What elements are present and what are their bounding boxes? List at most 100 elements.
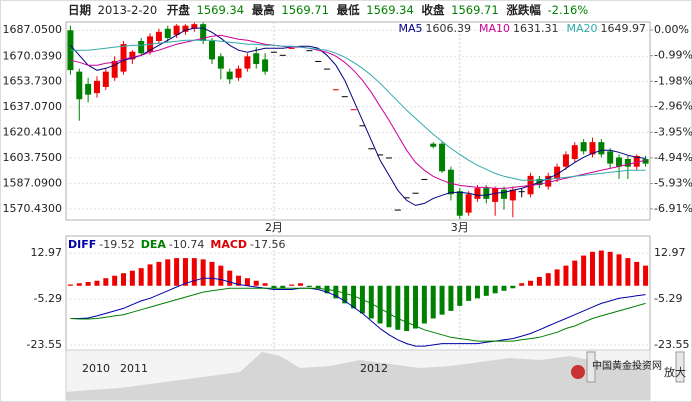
- macd-bar: [191, 258, 197, 286]
- header-value: 1569.71: [451, 3, 499, 17]
- legend-value: -17.56: [250, 238, 285, 251]
- macd-bar: [165, 259, 171, 286]
- candle-body: [102, 71, 109, 87]
- y2-tick-label: -1.98%: [654, 74, 692, 87]
- candle-body: [200, 24, 207, 42]
- macd-bar: [156, 261, 162, 286]
- watermark: 中国黄金投资网: [592, 359, 662, 372]
- candle-body: [368, 148, 375, 150]
- candle-body: [465, 194, 472, 213]
- candle-body: [129, 51, 136, 60]
- macd-bar: [244, 278, 250, 286]
- y2-tick-label: 12.97: [654, 246, 686, 259]
- macd-bar: [85, 281, 91, 286]
- macd-bar: [501, 285, 507, 291]
- candle-body: [155, 31, 162, 42]
- y2-tick-label: -23.55: [654, 338, 689, 351]
- candle-body: [616, 157, 623, 167]
- candle-body: [111, 60, 118, 78]
- macd-line: [70, 277, 646, 347]
- candle-body: [262, 59, 269, 72]
- candle-body: [642, 159, 649, 164]
- legend-value: 1649.97: [601, 22, 647, 35]
- macd-bar: [262, 283, 268, 286]
- header-date: 2013-2-20: [98, 3, 158, 17]
- macd-bar: [306, 285, 312, 288]
- zoom-button[interactable]: 放大: [664, 365, 686, 379]
- macd-bar: [76, 283, 82, 286]
- y-tick-label: 1587.0900: [3, 176, 63, 189]
- macd-bar: [377, 285, 383, 324]
- macd-bar: [466, 285, 472, 301]
- candle-body: [562, 154, 569, 167]
- macd-bar: [342, 285, 348, 304]
- macd-bar: [333, 285, 339, 299]
- header-label: 涨跌幅: [506, 3, 541, 17]
- header-label: 收盘: [421, 3, 444, 17]
- candle-body: [217, 56, 224, 69]
- macd-bar: [616, 254, 622, 286]
- macd-bar: [121, 273, 127, 286]
- macd-bar: [572, 260, 578, 286]
- candle-body: [324, 68, 331, 70]
- macd-bar: [297, 283, 303, 286]
- macd-bar: [492, 285, 498, 294]
- macd-bar: [528, 280, 534, 286]
- macd-bar: [174, 258, 180, 286]
- macd-bar: [67, 284, 73, 286]
- y-tick-label: 12.97: [31, 246, 63, 259]
- macd-bar: [209, 261, 215, 286]
- macd-bar: [536, 276, 542, 286]
- candle-body: [332, 89, 339, 91]
- y2-tick-label: -5.29: [654, 292, 682, 305]
- candle-body: [439, 143, 446, 172]
- main-plot-frame: [65, 21, 651, 221]
- macd-bar: [510, 285, 516, 289]
- candle-body: [598, 142, 605, 155]
- macd-bar: [430, 285, 436, 319]
- macd-bar: [404, 285, 410, 332]
- macd-bar: [598, 250, 604, 286]
- navigator-handle[interactable]: [586, 351, 596, 383]
- candle-body: [244, 56, 251, 69]
- navigator-handle[interactable]: [675, 351, 685, 383]
- candle-body: [456, 191, 463, 216]
- candle-body: [518, 191, 525, 193]
- macd-bar: [200, 259, 206, 286]
- y2-tick-label: -5.93%: [654, 177, 692, 190]
- legend-name: MACD: [210, 238, 247, 251]
- candle-body: [509, 189, 516, 201]
- macd-bar: [351, 285, 357, 309]
- candle-body: [421, 178, 428, 180]
- macd-bar: [129, 270, 135, 286]
- logo: [571, 365, 585, 379]
- candle-body: [492, 188, 499, 202]
- candle-body: [209, 41, 215, 60]
- candle-body: [385, 157, 392, 159]
- macd-bar: [368, 285, 374, 319]
- candle-body: [447, 169, 454, 195]
- macd-bar: [483, 285, 489, 296]
- macd-bar: [448, 285, 454, 311]
- macd-bar: [386, 285, 392, 328]
- macd-bar: [607, 251, 613, 286]
- candle-body: [226, 71, 233, 80]
- candle-body: [554, 166, 561, 179]
- macd-bar: [519, 283, 525, 286]
- legend-name: MA5: [398, 22, 422, 35]
- y2-tick-label: -2.96%: [654, 100, 692, 113]
- macd-bar: [554, 269, 560, 286]
- y2-tick-label: 0.00%: [654, 23, 689, 36]
- navigator-year: 2010: [82, 362, 110, 375]
- y-tick-label: 1670.0390: [3, 49, 63, 62]
- candle-body: [120, 44, 127, 72]
- candle-body: [235, 68, 242, 78]
- candle-body: [580, 142, 587, 152]
- y-tick-label: 1653.7300: [3, 74, 63, 87]
- macd-bar: [589, 251, 595, 286]
- header-value: 1569.34: [197, 3, 245, 17]
- candle-body: [430, 143, 437, 147]
- macd-legend: DIFF -19.52 DEA -10.74 MACD -17.56: [68, 238, 286, 251]
